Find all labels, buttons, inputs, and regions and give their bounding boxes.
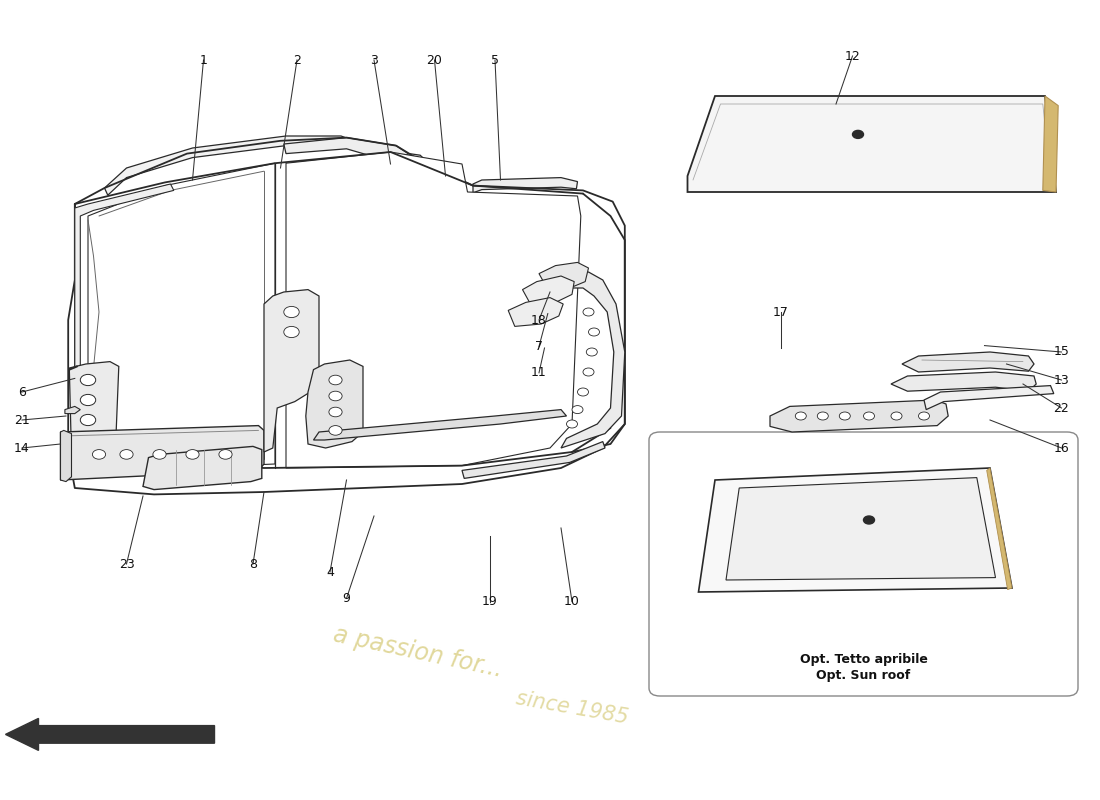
Text: 12: 12	[845, 50, 860, 62]
Polygon shape	[508, 298, 563, 326]
FancyBboxPatch shape	[649, 432, 1078, 696]
Circle shape	[817, 412, 828, 420]
Polygon shape	[264, 290, 319, 452]
Text: 21: 21	[14, 414, 30, 426]
Circle shape	[92, 450, 106, 459]
Polygon shape	[306, 360, 363, 448]
Text: 17: 17	[773, 306, 789, 318]
Text: 22: 22	[1054, 402, 1069, 414]
Text: Opt. Sun roof: Opt. Sun roof	[816, 670, 911, 682]
Text: 5: 5	[491, 54, 499, 66]
Polygon shape	[924, 386, 1054, 410]
Text: 18: 18	[531, 314, 547, 326]
Circle shape	[578, 388, 588, 396]
Text: 20: 20	[427, 54, 442, 66]
Circle shape	[284, 306, 299, 318]
Circle shape	[329, 426, 342, 435]
Text: 4: 4	[326, 566, 334, 578]
Polygon shape	[69, 362, 119, 456]
Text: 7: 7	[535, 340, 543, 353]
Circle shape	[329, 391, 342, 401]
Text: 9: 9	[342, 592, 351, 605]
Polygon shape	[770, 400, 948, 432]
Circle shape	[864, 412, 874, 420]
Circle shape	[864, 516, 874, 524]
Polygon shape	[440, 173, 458, 182]
Circle shape	[80, 394, 96, 406]
FancyArrow shape	[6, 718, 214, 750]
Polygon shape	[462, 442, 605, 478]
Circle shape	[918, 412, 930, 420]
Text: 11: 11	[531, 366, 547, 379]
Circle shape	[153, 450, 166, 459]
Text: 13: 13	[1054, 374, 1069, 386]
Circle shape	[80, 374, 96, 386]
Polygon shape	[1043, 96, 1058, 192]
Text: 19: 19	[482, 595, 497, 608]
Circle shape	[284, 326, 299, 338]
Circle shape	[80, 414, 96, 426]
Polygon shape	[60, 426, 264, 480]
Circle shape	[586, 348, 597, 356]
Text: 10: 10	[564, 595, 580, 608]
Circle shape	[120, 450, 133, 459]
Polygon shape	[539, 262, 588, 290]
Polygon shape	[65, 406, 80, 414]
Text: 14: 14	[14, 442, 30, 454]
Circle shape	[219, 450, 232, 459]
Circle shape	[588, 328, 600, 336]
Circle shape	[583, 368, 594, 376]
Text: Opt. Tetto apribile: Opt. Tetto apribile	[800, 654, 927, 666]
Polygon shape	[891, 372, 1036, 391]
Text: 2: 2	[293, 54, 301, 66]
Polygon shape	[399, 154, 427, 168]
Polygon shape	[726, 478, 996, 580]
Text: since 1985: since 1985	[514, 688, 630, 728]
Circle shape	[795, 412, 806, 420]
Text: a passion for...: a passion for...	[331, 622, 505, 682]
Circle shape	[583, 308, 594, 316]
Polygon shape	[284, 138, 420, 171]
Circle shape	[839, 412, 850, 420]
Polygon shape	[88, 163, 275, 472]
Polygon shape	[60, 430, 72, 482]
Circle shape	[891, 412, 902, 420]
Polygon shape	[104, 136, 352, 195]
Circle shape	[186, 450, 199, 459]
Polygon shape	[143, 446, 262, 490]
Polygon shape	[987, 468, 1012, 590]
Text: 1: 1	[199, 54, 208, 66]
Text: 16: 16	[1054, 442, 1069, 454]
Polygon shape	[902, 352, 1034, 372]
Circle shape	[852, 130, 864, 138]
Text: 3: 3	[370, 54, 378, 66]
Polygon shape	[314, 410, 566, 440]
Text: 15: 15	[1054, 346, 1069, 358]
Circle shape	[329, 375, 342, 385]
Polygon shape	[522, 276, 574, 306]
Polygon shape	[473, 178, 578, 193]
Polygon shape	[561, 272, 625, 448]
Circle shape	[572, 406, 583, 414]
Polygon shape	[75, 184, 174, 440]
Text: 23: 23	[119, 558, 134, 570]
Polygon shape	[286, 152, 581, 468]
Polygon shape	[698, 468, 1012, 592]
Circle shape	[329, 407, 342, 417]
Polygon shape	[688, 96, 1056, 192]
Text: 6: 6	[18, 386, 26, 398]
Text: 8: 8	[249, 558, 257, 570]
Circle shape	[566, 420, 578, 428]
